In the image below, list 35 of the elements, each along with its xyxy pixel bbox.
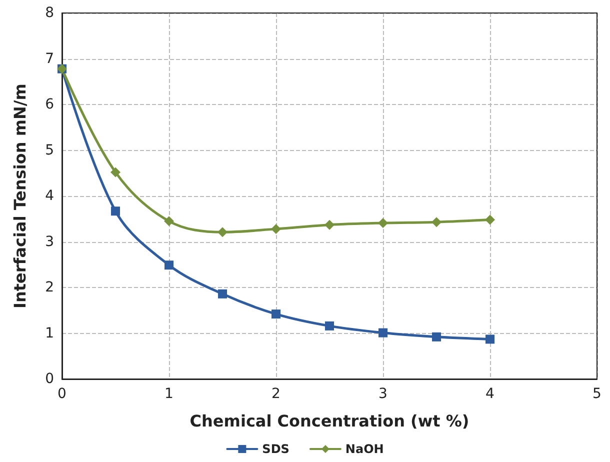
point [378,328,388,338]
x-tick-label: 2 [272,386,280,402]
point [218,227,228,238]
x-tick-label: 4 [486,386,495,402]
x-axis-title: Chemical Concentration (wt %) [190,412,470,430]
point [486,334,494,344]
point [110,167,120,178]
x-tick-label: 1 [164,386,174,402]
point [325,321,334,330]
point [164,260,174,270]
x-tick-label: 0 [58,386,66,402]
point [485,214,495,225]
x-tick-label: 5 [592,386,602,402]
legend-label: SDS [262,442,290,456]
point [272,310,280,319]
y-tick-label: 1 [45,325,54,342]
y-axis-title: Interfacial Tension mN/m [10,84,30,308]
point [271,224,281,234]
point [432,217,442,228]
point [432,332,441,342]
legend-label: NaOH [345,442,384,456]
y-tick-label: 2 [45,280,54,296]
point [378,218,388,228]
y-tick-label: 3 [45,234,54,250]
y-tick-label: 5 [45,142,54,158]
point [164,216,174,226]
y-tick-label: 0 [45,371,54,387]
y-tick-label: 8 [45,5,54,21]
x-tick-label: 3 [378,386,388,402]
y-tick-label: 4 [45,188,54,204]
point [111,206,120,216]
point [324,220,334,230]
point [218,289,227,298]
y-tick-label: 6 [45,96,54,112]
y-tick-label: 7 [45,50,54,67]
